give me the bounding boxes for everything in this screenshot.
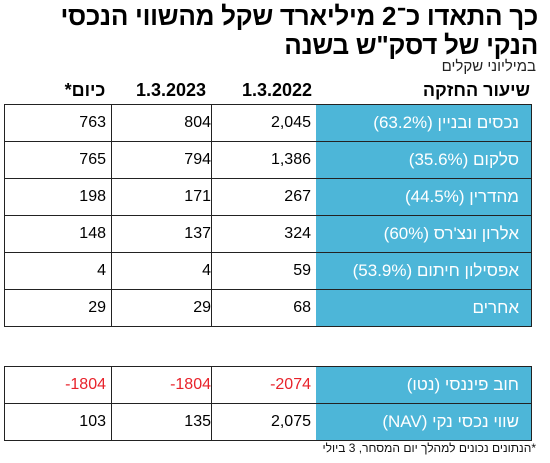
- column-divider: [111, 290, 112, 326]
- value-2023: 29: [193, 299, 211, 316]
- value-today: -1804: [65, 376, 106, 393]
- holding-row: אפסילון חיתום (53.9%) 59 4 4: [5, 253, 531, 290]
- value-today: 198: [79, 188, 106, 205]
- column-divider: [211, 142, 212, 178]
- value-2023: 4: [202, 262, 211, 279]
- row-label: מהדרין (44.5%): [316, 179, 531, 215]
- column-divider: [211, 404, 212, 440]
- column-divider: [111, 142, 112, 178]
- value-2022: 68: [293, 299, 311, 316]
- row-label: אחרים: [316, 290, 531, 326]
- value-2023: 794: [184, 151, 211, 168]
- column-divider: [111, 367, 112, 403]
- footnote: *הנתונים נכונים למהלך יום המסחר, 3 ביולי: [322, 441, 536, 455]
- value-2022: 2,045: [270, 114, 311, 131]
- value-today: 4: [97, 262, 106, 279]
- row-label: שווי נכסי נקי (NAV): [316, 404, 531, 440]
- value-today: 29: [88, 299, 106, 316]
- value-today: 103: [79, 413, 106, 430]
- value-2023: -1804: [170, 376, 211, 393]
- holding-row: אלרון ונצ'רס (60%) 324 137 148: [5, 216, 531, 253]
- value-2022: -2074: [270, 376, 311, 393]
- value-today: 765: [79, 151, 106, 168]
- column-divider: [111, 179, 112, 215]
- value-today: 763: [79, 114, 106, 131]
- column-divider: [211, 253, 212, 289]
- column-divider: [211, 179, 212, 215]
- value-2022: 59: [293, 262, 311, 279]
- summary-table: חוב פיננסי (נטו) -2074 -1804 -1804 שווי נכסי…: [4, 366, 532, 441]
- header-holding: שיעור החזקה: [422, 80, 530, 100]
- chart-title: כך התאדו כ־2 מיליארד שקל מהשווי הנכסי הנ…: [60, 1, 538, 60]
- column-divider: [211, 367, 212, 403]
- holding-row: נכסים ובניין (63.2%) 2,045 804 763: [5, 105, 531, 142]
- value-2023: 171: [184, 188, 211, 205]
- column-divider: [211, 105, 212, 141]
- row-label: אפסילון חיתום (53.9%): [316, 253, 531, 289]
- header-2023: 1.3.2023: [135, 80, 207, 100]
- holdings-table: נכסים ובניין (63.2%) 2,045 804 763 סלקום (35…: [4, 104, 532, 327]
- column-divider: [211, 290, 212, 326]
- chart-subtitle: במיליוני שקלים: [441, 58, 536, 75]
- value-2022: 267: [284, 188, 311, 205]
- column-divider: [111, 404, 112, 440]
- value-2023: 804: [184, 114, 211, 131]
- row-label: אלרון ונצ'רס (60%): [316, 216, 531, 252]
- summary-row: חוב פיננסי (נטו) -2074 -1804 -1804: [5, 367, 531, 404]
- row-label: נכסים ובניין (63.2%): [316, 105, 531, 141]
- row-label: סלקום (35.6%): [316, 142, 531, 178]
- value-2023: 137: [184, 225, 211, 242]
- row-label: חוב פיננסי (נטו): [316, 367, 531, 403]
- column-divider: [211, 216, 212, 252]
- column-divider: [111, 216, 112, 252]
- header-today: כיום*: [64, 80, 106, 100]
- summary-row: שווי נכסי נקי (NAV) 2,075 135 103: [5, 404, 531, 440]
- value-today: 148: [79, 225, 106, 242]
- column-divider: [111, 253, 112, 289]
- value-2022: 324: [284, 225, 311, 242]
- column-divider: [111, 105, 112, 141]
- header-2022: 1.3.2022: [242, 80, 313, 100]
- holding-row: אחרים 68 29 29: [5, 290, 531, 326]
- value-2022: 2,075: [270, 413, 311, 430]
- holding-row: מהדרין (44.5%) 267 171 198: [5, 179, 531, 216]
- value-2023: 135: [184, 413, 211, 430]
- holding-row: סלקום (35.6%) 1,386 794 765: [5, 142, 531, 179]
- value-2022: 1,386: [270, 151, 311, 168]
